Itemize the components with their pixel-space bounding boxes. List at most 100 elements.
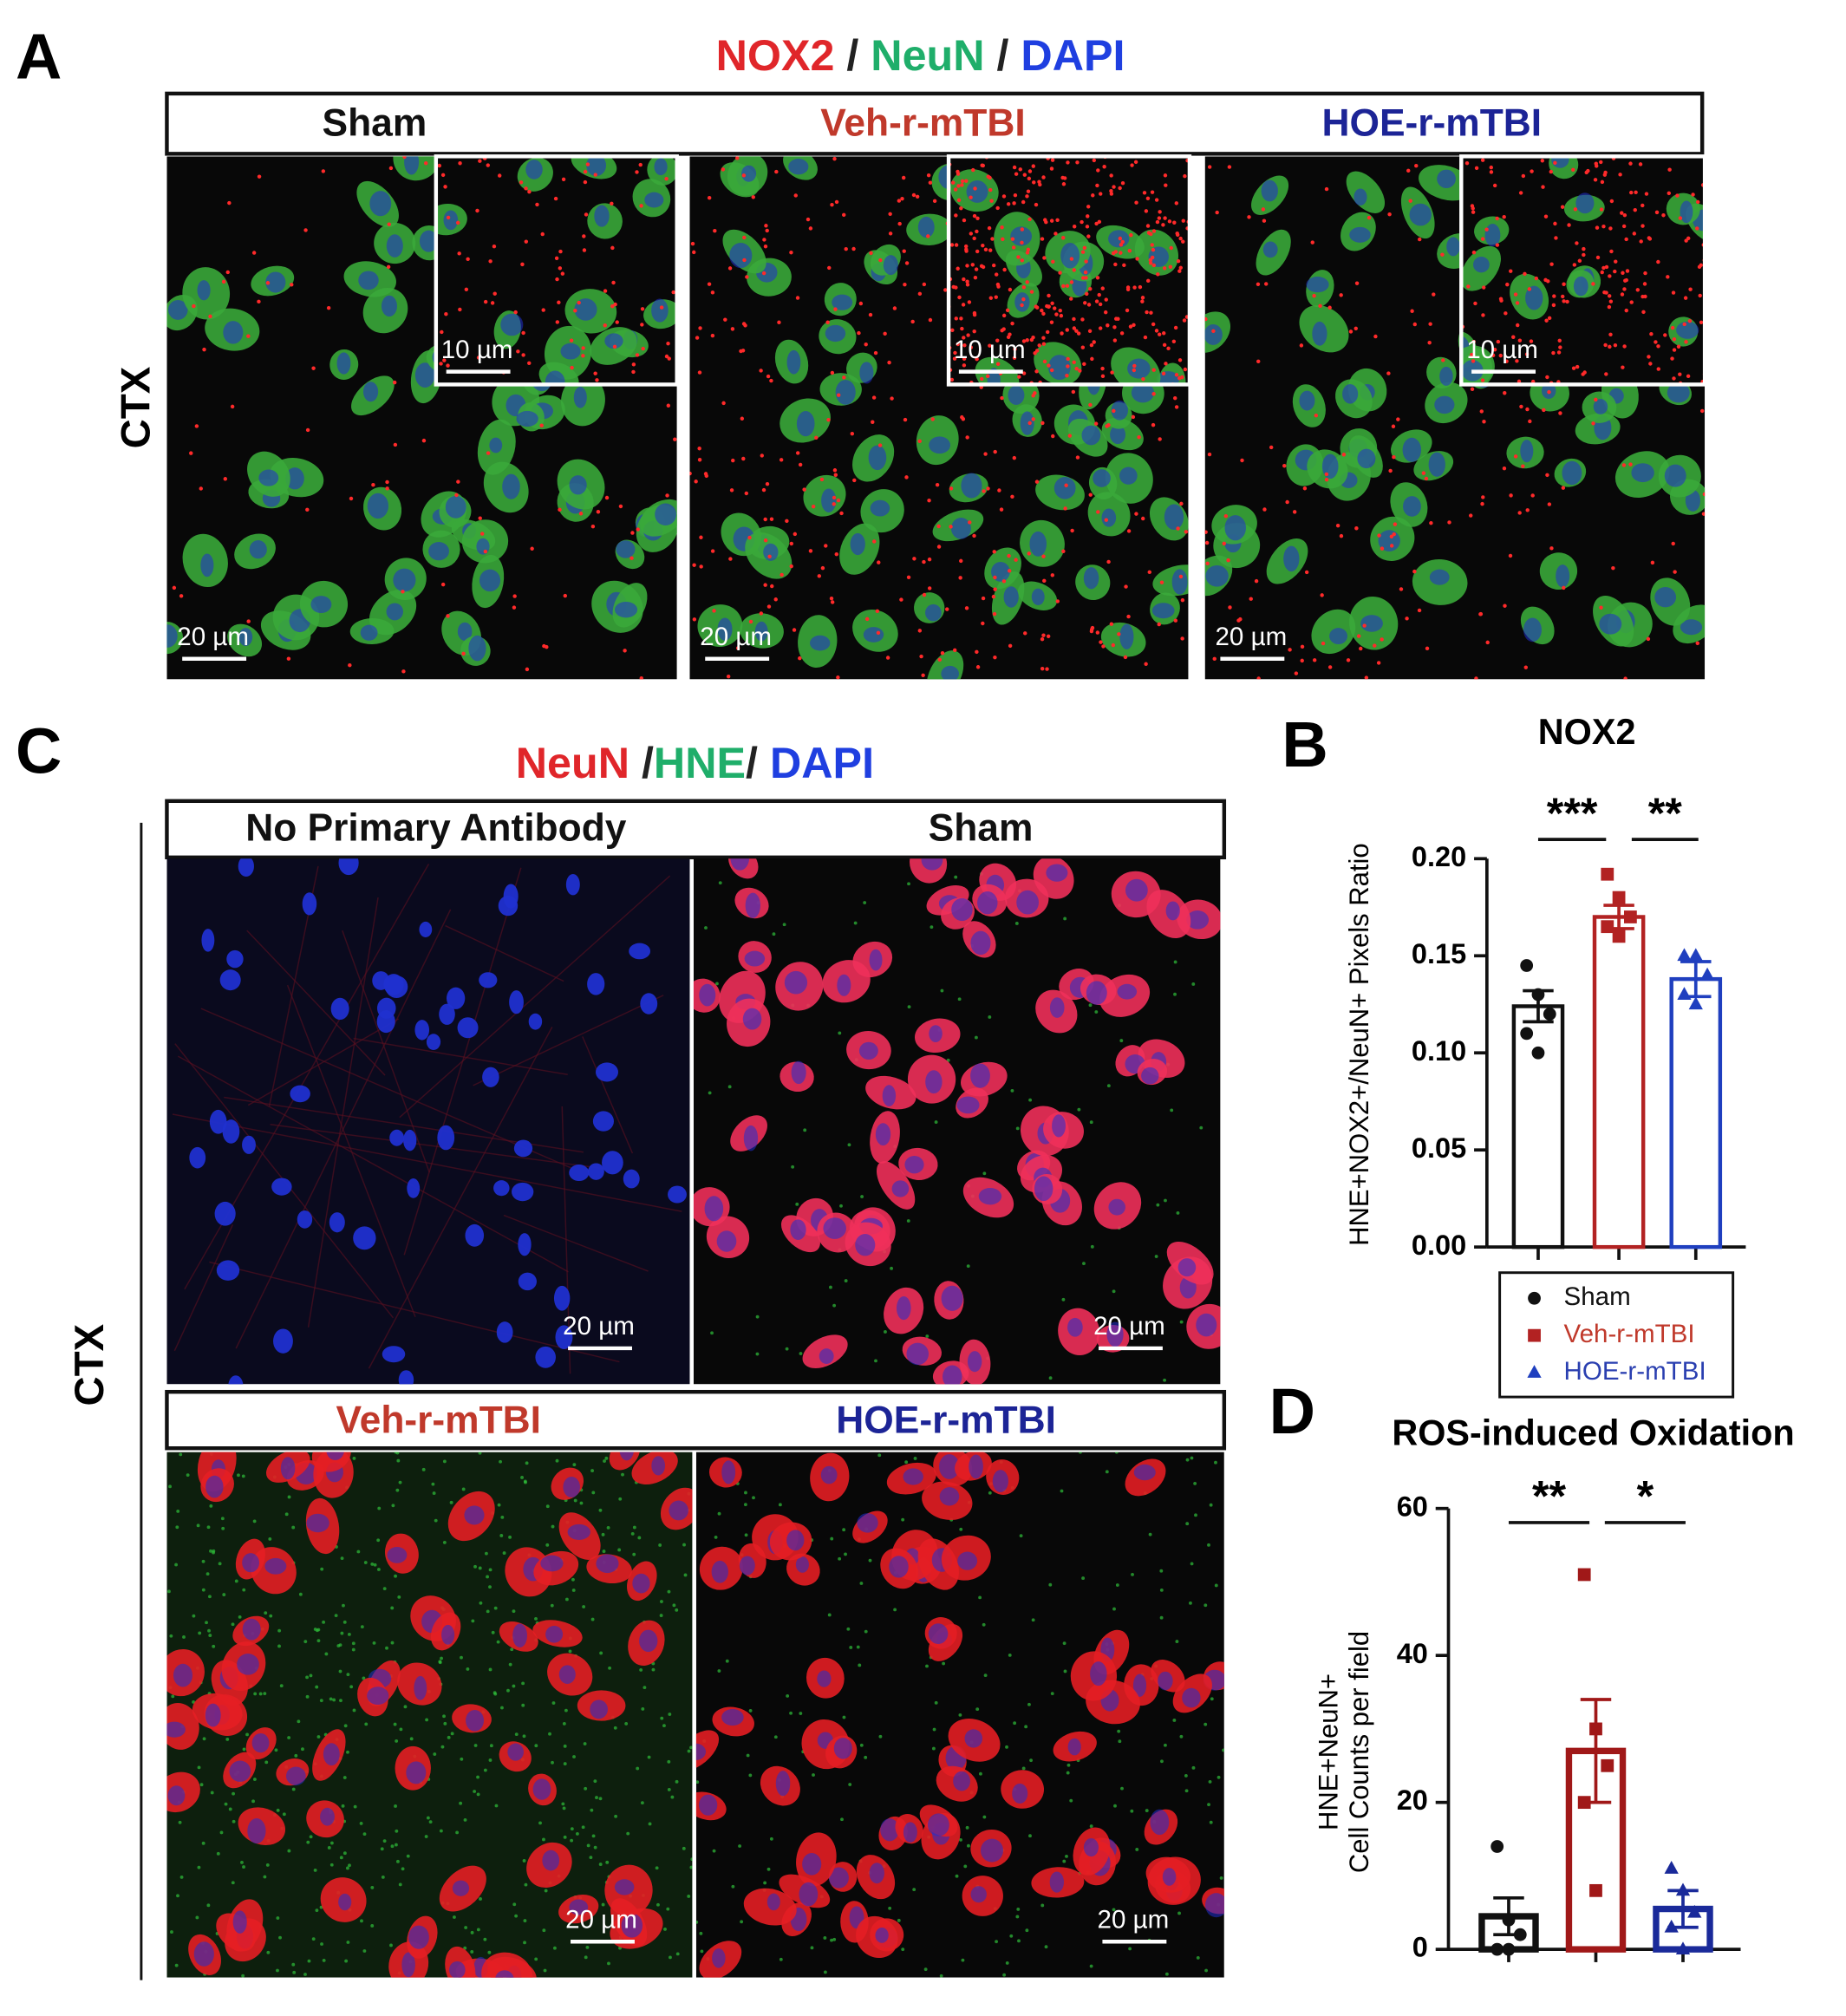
dot [1092,158,1097,163]
speckle [748,1773,753,1778]
nucleus [977,891,998,915]
speckle [687,1749,691,1753]
dot [956,172,961,176]
nucleus [1204,323,1223,345]
nucleus [1357,448,1376,469]
dot [877,443,883,447]
nucleus [594,205,610,227]
dot [1575,364,1580,369]
dot [1069,257,1074,261]
speckle [297,1719,301,1724]
dot [869,251,873,256]
scale-label: 20 µm [1093,1312,1165,1341]
speckle [169,1634,173,1638]
speckle [370,1563,375,1566]
dot [179,594,184,598]
dot [1013,192,1018,198]
nucleus [386,603,403,621]
dot [728,557,733,561]
nucleus [602,1151,623,1175]
dot [1086,205,1091,209]
dot [922,559,926,564]
speckle [632,1552,636,1556]
dot [1151,247,1156,252]
dot [1509,269,1513,273]
micrograph [949,156,1190,385]
dot [1086,303,1092,307]
speckle [687,1895,691,1898]
dot [1621,463,1627,467]
speckle [1190,1562,1194,1566]
speckle [1015,1126,1020,1131]
dot [928,180,933,185]
dot [541,308,545,312]
dot [1163,173,1168,178]
speckle [237,1473,240,1478]
speckle [1112,1908,1116,1912]
nucleus [939,1487,960,1506]
dot [303,228,308,232]
nucleus [1261,179,1278,202]
dot [883,331,887,336]
scale-label: 20 µm [700,623,772,651]
speckle [551,1524,555,1529]
speckle [589,1856,593,1860]
dot [904,261,910,265]
speckle [965,1825,969,1830]
speckle [1131,1572,1134,1576]
dot [1628,462,1633,466]
nucleus [614,1879,635,1895]
dot [953,187,958,192]
nucleus [1083,1837,1099,1857]
dot [1007,553,1011,558]
dot [814,435,819,440]
dot [1118,186,1122,191]
nucleus [833,1738,852,1759]
nucleus [428,542,449,561]
speckle [682,1846,686,1850]
scale-label: 20 µm [177,623,249,651]
dot [1373,334,1378,339]
speckle [1002,1973,1007,1977]
nucleus [251,1732,270,1753]
speckle [963,1864,968,1869]
speckle [877,1453,882,1458]
dot [726,674,731,679]
dot [1480,237,1485,241]
dot [1124,584,1128,589]
dot [1432,292,1436,297]
speckle [1179,1320,1184,1324]
dot [555,320,560,324]
dot [1644,192,1649,196]
title-part: NOX2 [716,31,835,80]
dot [1119,243,1124,247]
dot [1600,270,1604,275]
dot [1654,340,1658,344]
dot [1513,292,1518,297]
dot [964,179,969,183]
group-label: Sham [929,807,1034,850]
speckle [1173,960,1177,964]
dot [983,452,988,456]
dot [1041,342,1047,346]
speckle [978,1771,982,1776]
speckle [1021,1766,1026,1771]
speckle [466,1667,470,1671]
speckle [718,881,722,885]
speckle [421,1467,426,1471]
speckle [731,1884,735,1889]
speckle [476,1928,480,1932]
speckle [545,1504,550,1509]
dot [1247,215,1251,219]
speckle [683,1573,688,1577]
nucleus [1083,567,1099,590]
dot [892,306,897,310]
group-label: Veh-r-mTBI [820,102,1025,145]
data-point [1677,987,1692,1000]
nucleus [712,1948,726,1968]
dot [773,597,778,602]
nucleus [802,1853,822,1876]
dot [751,195,755,199]
dot [1061,284,1066,289]
nucleus [441,1624,455,1645]
